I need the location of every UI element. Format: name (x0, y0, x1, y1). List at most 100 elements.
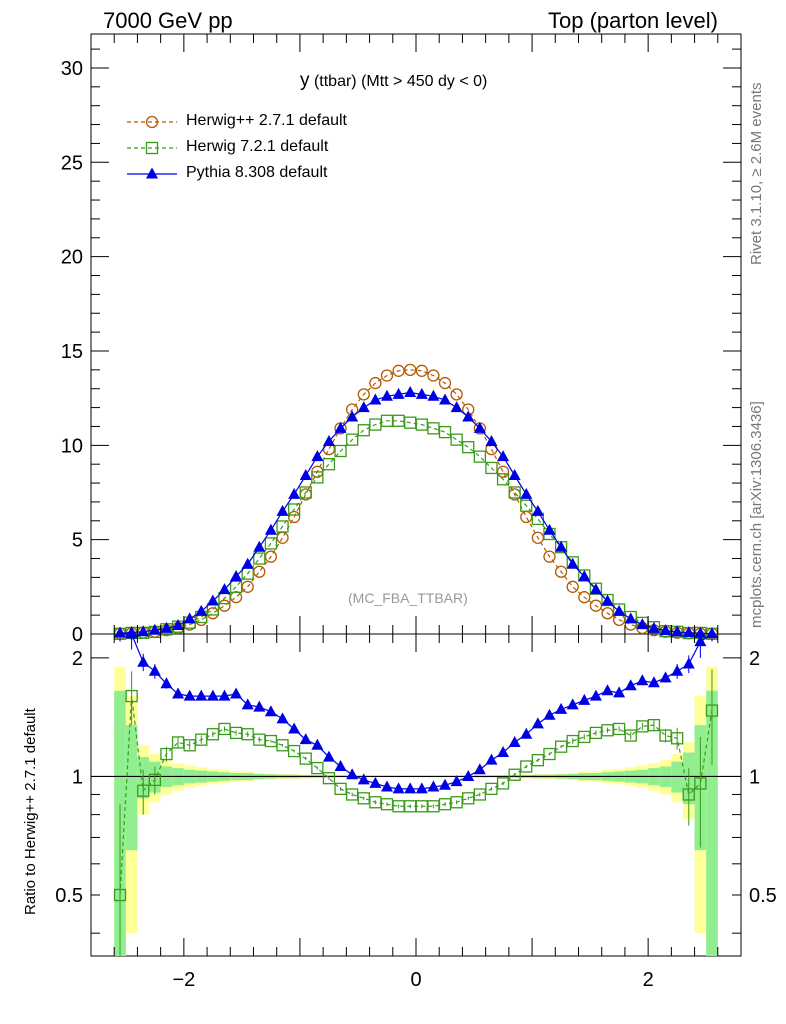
series-2-point (601, 594, 614, 606)
ratio-1-point (253, 700, 266, 712)
ratio-0-point (694, 777, 707, 790)
series-2-point (218, 583, 231, 595)
ratio-1-point (682, 657, 695, 669)
series-2-point (439, 393, 452, 405)
ratio-1-point (555, 702, 568, 714)
ratio-1-point (531, 717, 544, 729)
series-0-point (438, 376, 452, 390)
series-2-point (450, 401, 463, 413)
series-2-point (195, 604, 208, 616)
series-2-point (497, 450, 510, 462)
ratio-0-point (287, 744, 301, 758)
series-1-point (229, 580, 243, 593)
series-2-point (404, 385, 417, 397)
series-2-point (427, 389, 440, 401)
main-series-group (113, 363, 719, 640)
x-tick-label: 0 (410, 969, 421, 991)
series-1-point (311, 471, 324, 484)
series-1-point (264, 537, 278, 550)
legend-label-herwig7: Herwig 7.2.1 default (186, 138, 329, 155)
ratio-0-point (148, 773, 161, 787)
rivet-version-label: Rivet 3.1.10, ≥ 2.6M events (748, 82, 765, 266)
series-0-point (566, 580, 579, 593)
y-tick-label: 25 (61, 152, 83, 174)
series-2-point (183, 612, 196, 624)
series-2-point (288, 487, 301, 499)
ratio-1-point (450, 775, 463, 787)
series-1-point (485, 461, 498, 475)
series-2-point (311, 450, 324, 462)
series-2-point (357, 401, 370, 413)
series-2-point (369, 393, 382, 405)
series-1-point (508, 486, 521, 499)
ratio-1-point (380, 780, 393, 792)
series-1-point (496, 473, 510, 486)
series-2-point (566, 557, 579, 569)
x-tick-label: 2 (643, 969, 654, 991)
series-0-point (195, 613, 208, 626)
y-tick-label: 5 (72, 530, 83, 552)
ratio-1-point (439, 778, 452, 790)
ratio-1-point (520, 727, 533, 739)
series-2-point (578, 569, 591, 581)
ratio-0-point (520, 760, 533, 773)
ratio-1-point (543, 708, 556, 720)
series-0-point (392, 364, 405, 377)
ratio-ylabel: Ratio to Herwig++ 2.7.1 default (22, 708, 39, 915)
y-tick-label: 0 (72, 624, 83, 646)
analysis-watermark: (MC_FBA_TTBAR) (348, 590, 468, 606)
ratio-1-point (195, 689, 208, 701)
ratio-1-point (485, 753, 498, 765)
series-2-point (485, 435, 498, 447)
series-0-point (276, 531, 289, 544)
ratio-0-point (508, 768, 521, 781)
ratio-0-point (647, 718, 661, 732)
series-2-point (682, 626, 695, 638)
series-2-point (613, 604, 626, 616)
ratio-1-point (636, 674, 649, 686)
ratio-line-1 (120, 633, 713, 790)
series-2-point (322, 435, 335, 447)
series-2-point (415, 387, 428, 399)
ratio-1-point (659, 671, 672, 683)
ratio-1-point (462, 769, 475, 781)
legend-label-herwigpp: Herwig++ 2.7.1 default (186, 112, 347, 129)
band-stat-bin (706, 690, 718, 956)
chart-title-rest: (ttbar) (Mtt > 450 dy < 0) (309, 73, 488, 90)
ratio-1-point (589, 689, 602, 701)
ratio-1-point (276, 712, 289, 724)
y-tick-label: 10 (61, 435, 83, 457)
series-1-point (520, 499, 533, 512)
series-0-point (380, 369, 394, 382)
series-1-point (287, 503, 301, 516)
ratio-1-point (264, 705, 277, 717)
series-1-point (438, 425, 452, 439)
ratio-1-point (346, 768, 359, 780)
y-tick-label: 30 (61, 58, 83, 80)
series-2-point (671, 625, 684, 637)
series-2-point (659, 624, 672, 636)
ratio-1-point (125, 627, 138, 639)
ratio-1-point (601, 684, 614, 696)
series-2-point (589, 583, 602, 595)
series-1-point (427, 422, 440, 435)
ratio-0-point (543, 747, 556, 761)
series-2-point (555, 540, 568, 552)
ratio-1-point (160, 677, 173, 689)
ratio-0-point (612, 722, 626, 736)
series-0-point (427, 369, 440, 382)
series-1-point (299, 486, 312, 499)
series-2-point (624, 612, 637, 624)
series-0-point (496, 465, 510, 478)
series-1-point (334, 444, 347, 458)
ratio-line-0 (119, 696, 713, 896)
ratio-0-point (705, 704, 719, 717)
mcplots-credit-label: mcplots.cern.ch [arXiv:1306.3436] (748, 401, 765, 628)
series-line-0 (119, 369, 713, 635)
ratio-1-point (206, 689, 219, 701)
ratio-1-point (508, 735, 521, 747)
series-0-point (229, 591, 243, 604)
ratio-0-point (311, 761, 324, 775)
y-tick-label: 20 (61, 247, 83, 269)
series-0-point (578, 591, 591, 604)
